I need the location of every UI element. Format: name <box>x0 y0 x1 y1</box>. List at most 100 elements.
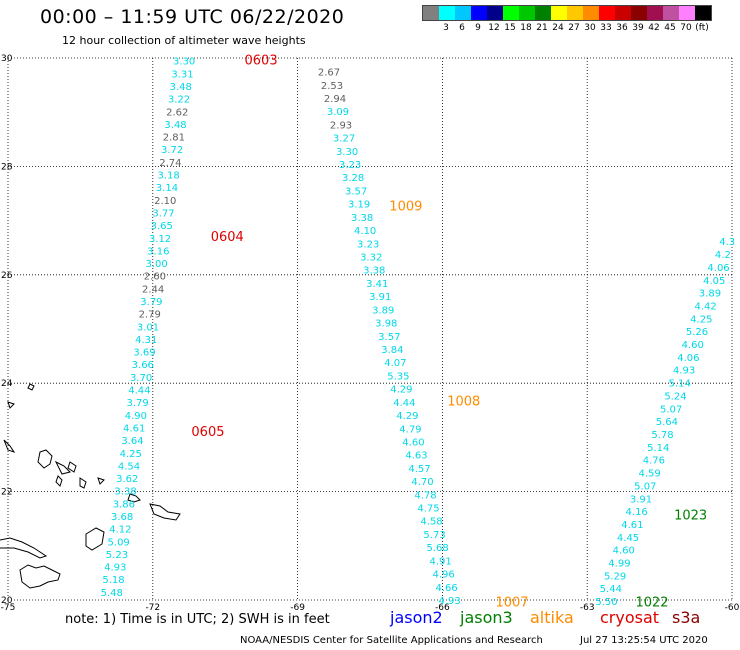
wave-height-value: 5.29 <box>604 571 626 582</box>
wave-height-value: 4.70 <box>411 477 433 488</box>
wave-height-value: 4.79 <box>399 424 421 435</box>
wave-height-value: 3.68 <box>111 512 133 523</box>
wave-height-value: 4.91 <box>429 556 451 567</box>
wave-height-value: 4.29 <box>396 411 418 422</box>
hispaniola-coast <box>19 564 61 589</box>
pass-time-label: 0605 <box>191 425 224 440</box>
wave-height-value: 4.16 <box>626 507 648 518</box>
color-scale-label: 27 <box>568 23 580 33</box>
wave-height-value: 4.76 <box>643 456 665 467</box>
color-scale-label: 36 <box>616 23 628 33</box>
color-scale-label: 6 <box>459 23 465 33</box>
wave-height-value: 5.68 <box>426 543 448 554</box>
wave-height-value: 4.78 <box>414 490 436 501</box>
color-scale-swatch <box>423 6 439 20</box>
wave-height-value: 2.44 <box>142 284 164 295</box>
y-tick-label: 24 <box>1 379 13 389</box>
color-scale-swatch <box>647 6 663 20</box>
color-scale-swatch <box>455 6 471 20</box>
wave-height-value: 3.69 <box>133 348 155 359</box>
color-scale-label: (ft) <box>695 23 709 33</box>
wave-height-value: 3.57 <box>378 332 400 343</box>
wave-height-value: 2.93 <box>330 120 352 131</box>
color-scale-swatch <box>567 6 583 20</box>
wave-height-value: 4.90 <box>125 411 147 422</box>
wave-height-value: 5.50 <box>595 597 617 608</box>
bahamas-eleuthera <box>54 460 71 475</box>
pass-time-label: 0603 <box>245 54 278 69</box>
wave-height-value: 3.77 <box>152 208 174 219</box>
satellite-legend-altika: altika <box>530 608 574 627</box>
wave-height-value: 4.96 <box>432 570 454 581</box>
wave-height-value: 4.93 <box>439 596 461 607</box>
wave-height-value: 3.22 <box>168 95 190 106</box>
wave-height-value: 3.84 <box>381 345 403 356</box>
wave-height-value: 3.41 <box>366 279 388 290</box>
wave-height-value: 5.35 <box>387 371 409 382</box>
color-scale-label: 42 <box>648 23 660 33</box>
color-scale-label: 24 <box>552 23 564 33</box>
color-scale-label: 12 <box>488 23 500 33</box>
wave-height-value: 2.60 <box>144 272 166 283</box>
wave-height-value: 3.23 <box>357 239 379 250</box>
wave-height-value: 4.57 <box>408 464 430 475</box>
color-scale-label: 30 <box>584 23 596 33</box>
pass-time-label: 1023 <box>674 508 707 523</box>
bahamas-cat-island <box>67 461 77 473</box>
wave-height-value: 5.14 <box>669 379 691 390</box>
wave-height-value: 4.44 <box>393 398 415 409</box>
wave-height-value: 4.31 <box>135 335 157 346</box>
wave-height-value: 4.99 <box>608 559 630 570</box>
wave-height-value: 3.79 <box>126 398 148 409</box>
wave-height-value: 3.72 <box>161 145 183 156</box>
wave-height-value: 4.06 <box>707 263 729 274</box>
color-scale-swatch <box>695 6 711 20</box>
pass-time-labels: 0603 0604 0605 1009 1008 1007 1023 1022 <box>191 54 707 611</box>
wave-height-value: 3.86 <box>113 499 135 510</box>
y-tick-label: 30 <box>1 54 13 64</box>
y-tick-label: 20 <box>1 596 13 606</box>
wave-height-value: 2.94 <box>324 94 346 105</box>
wave-height-value: 5.07 <box>660 404 682 415</box>
bahamas-exuma <box>55 475 63 487</box>
satellite-legend-s3a: s3a <box>672 608 701 627</box>
color-scale-swatch <box>487 6 503 20</box>
wave-height-value: 3.89 <box>372 305 394 316</box>
wave-height-value: 3.48 <box>170 82 192 93</box>
wave-height-value: 4.06 <box>677 353 699 364</box>
wave-height-value: 3.12 <box>149 234 171 245</box>
wave-height-value: 5.44 <box>600 584 622 595</box>
wave-height-value: 3.48 <box>164 120 186 131</box>
wave-height-value: 3.38 <box>351 213 373 224</box>
color-scale-legend: 3 6 9 12 15 18 21 24 27 30 33 36 39 42 45 70 (ft) <box>422 5 712 35</box>
color-scale-labels: 3 6 9 12 15 18 21 24 27 30 33 36 39 42 45 70 (ft) <box>422 21 712 35</box>
wave-height-value: 4.60 <box>613 546 635 557</box>
satellite-legend-cryosat: cryosat <box>600 608 660 627</box>
wave-height-value: 4.05 <box>703 276 725 287</box>
wave-height-value: 2.67 <box>318 68 340 79</box>
caribbean-islands <box>0 383 181 589</box>
x-tick-label: -60 <box>725 603 740 613</box>
wave-height-value: 2.62 <box>166 107 188 118</box>
color-scale-swatch <box>679 6 695 20</box>
wave-height-value: 3.30 <box>173 57 195 68</box>
wave-height-value: 5.64 <box>656 417 678 428</box>
color-scale-swatch <box>439 6 455 20</box>
wave-height-value: 5.26 <box>686 327 708 338</box>
wave-height-value: 3.62 <box>116 474 138 485</box>
florida-keys <box>3 401 16 453</box>
wave-height-value: 5.73 <box>423 530 445 541</box>
turks-caicos <box>127 493 141 503</box>
bermuda-like <box>27 383 35 391</box>
pass-time-label: 0604 <box>211 230 244 245</box>
y-tick-label: 22 <box>1 488 12 498</box>
wave-height-value: 3.14 <box>156 183 178 194</box>
color-scale-label: 21 <box>536 23 548 33</box>
wave-height-value: 5.14 <box>647 443 669 454</box>
y-tick-label: 26 <box>1 271 13 281</box>
color-scale-label: 39 <box>632 23 644 33</box>
wave-height-value: 5.78 <box>651 430 673 441</box>
map-subtitle: 12 hour collection of altimeter wave hei… <box>62 34 306 47</box>
wave-height-value: 4.12 <box>109 525 131 536</box>
